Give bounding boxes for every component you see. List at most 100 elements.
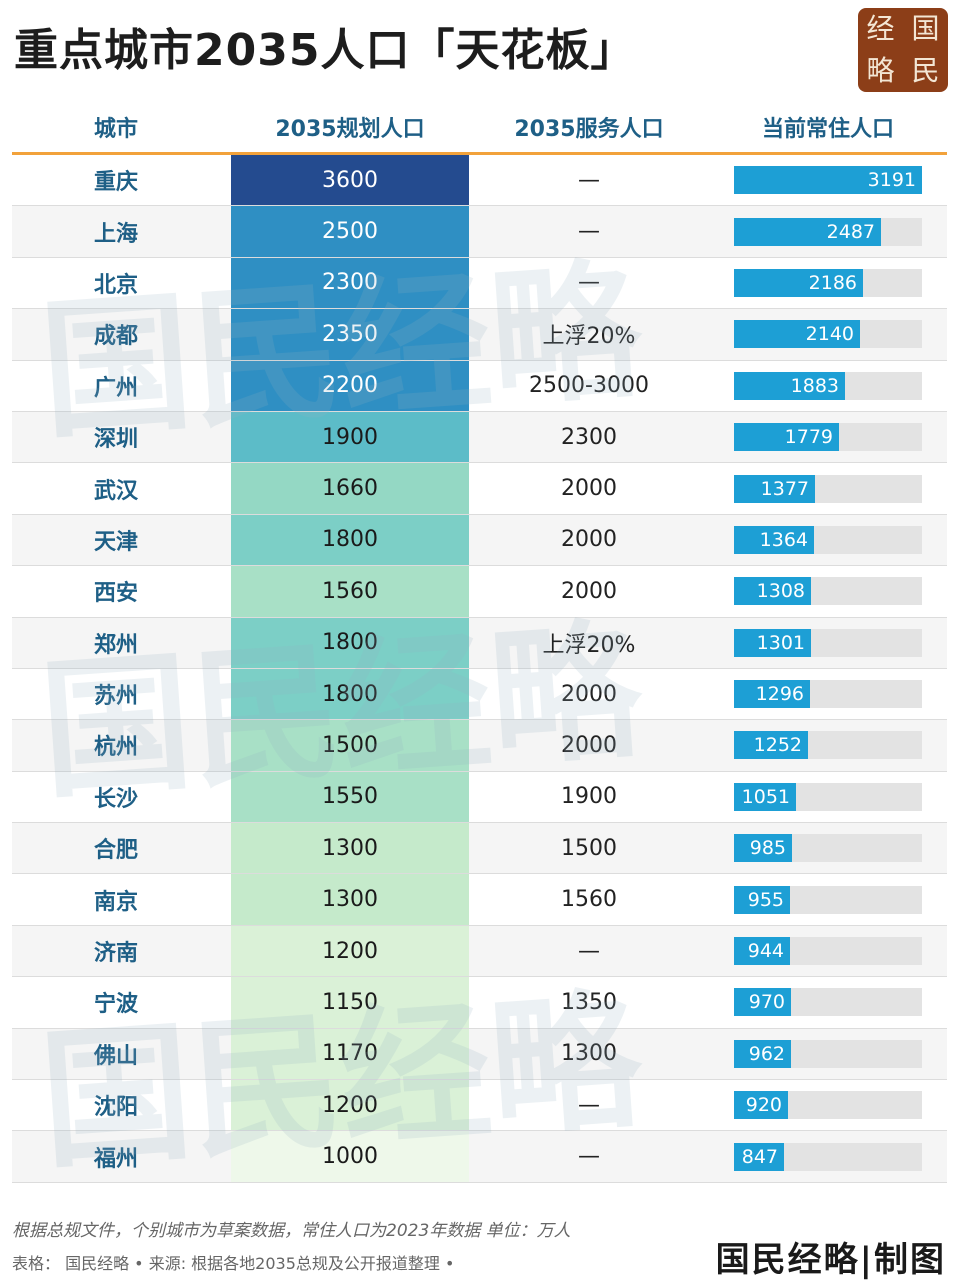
service-population-cell: 1350 xyxy=(561,989,617,1015)
table-row: 广州 2200 2500-3000 1883 xyxy=(12,360,947,412)
current-population-bar xyxy=(734,423,839,452)
current-population-label: 962 xyxy=(748,1042,785,1065)
current-population-bar-track: 2487 xyxy=(734,217,922,246)
city-cell: 重庆 xyxy=(93,170,138,196)
city-cell: 杭州 xyxy=(93,735,138,761)
current-population-bar-track: 1051 xyxy=(734,782,922,811)
current-population-label: 3191 xyxy=(867,169,916,192)
current-population-label: 1296 xyxy=(755,683,804,706)
logo-char: 民 xyxy=(911,54,940,87)
service-population-cell: 1900 xyxy=(561,784,617,810)
current-population-bar-track: 1301 xyxy=(734,628,922,657)
city-cell: 济南 xyxy=(93,941,138,967)
source-line: 表格： 国民经略 • 来源: 根据各地2035总规及公开报道整理 • xyxy=(12,1254,455,1273)
city-cell: 沈阳 xyxy=(93,1095,138,1121)
current-population-bar xyxy=(734,525,814,554)
current-population-bar xyxy=(734,937,790,966)
plan-population-cell: 1800 xyxy=(231,617,469,668)
plan-population-cell: 1000 xyxy=(231,1131,469,1182)
table-row: 长沙 1550 1900 1051 xyxy=(12,771,947,824)
current-population-label: 1051 xyxy=(741,785,790,808)
header-rule xyxy=(12,152,947,155)
plan-population-cell: 1200 xyxy=(231,1080,469,1131)
current-population-bar xyxy=(734,371,845,400)
current-population-bar xyxy=(734,166,922,195)
current-population-bar xyxy=(734,268,863,297)
current-population-label: 1883 xyxy=(790,374,839,397)
service-population-cell: 2000 xyxy=(561,732,617,758)
current-population-bar xyxy=(734,782,796,811)
plan-population-cell: 1200 xyxy=(231,925,469,977)
table-row: 重庆 3600 — 3191 xyxy=(12,155,947,207)
current-population-bar xyxy=(734,577,811,606)
table-row: 合肥 1300 1500 985 xyxy=(12,823,947,875)
plan-population-cell: 1560 xyxy=(231,566,469,617)
current-population-bar xyxy=(734,320,860,349)
current-population-bar xyxy=(734,731,808,760)
current-population-bar xyxy=(734,834,792,863)
plan-population-cell: 1300 xyxy=(231,823,469,874)
current-population-label: 1308 xyxy=(756,580,805,603)
table-row: 沈阳 1200 — 920 xyxy=(12,1080,947,1132)
current-population-bar-track: 920 xyxy=(734,1091,922,1120)
city-cell: 上海 xyxy=(93,221,138,247)
city-cell: 天津 xyxy=(93,529,138,555)
table-row: 佛山 1170 1300 962 xyxy=(12,1028,947,1081)
current-population-bar xyxy=(734,628,811,657)
current-population-bar xyxy=(734,1142,784,1171)
current-population-label: 944 xyxy=(747,940,784,963)
table-row: 深圳 1900 2300 1779 xyxy=(12,411,947,464)
table-row: 济南 1200 — 944 xyxy=(12,925,947,978)
table-header: 城市 2035规划人口 2035服务人口 当前常住人口 xyxy=(12,104,947,150)
current-population-bar xyxy=(734,474,815,503)
plan-population-cell: 1550 xyxy=(231,771,469,823)
header-city: 城市 xyxy=(93,117,138,142)
brand-logo: 经 国 略 民 xyxy=(858,8,948,92)
service-population-cell: — xyxy=(578,219,600,245)
current-population-label: 2140 xyxy=(805,323,854,346)
current-population-label: 2186 xyxy=(808,271,857,294)
current-population-bar-track: 2140 xyxy=(734,320,922,349)
current-population-bar-track: 1779 xyxy=(734,423,922,452)
city-cell: 南京 xyxy=(93,889,138,915)
data-table: 重庆 3600 — 3191 上海 2500 — 2487 北京 2300 — 2186 成都 2350 上… xyxy=(12,155,947,1183)
plan-population-cell: 1500 xyxy=(231,720,469,771)
city-cell: 成都 xyxy=(93,324,138,350)
table-row: 天津 1800 2000 1364 xyxy=(12,514,947,567)
current-population-bar xyxy=(734,885,790,914)
current-population-label: 1377 xyxy=(760,477,809,500)
service-population-cell: — xyxy=(578,1144,600,1170)
current-population-bar xyxy=(734,1091,788,1120)
current-population-bar-track: 1364 xyxy=(734,525,922,554)
city-cell: 佛山 xyxy=(93,1043,138,1069)
service-population-cell: 2000 xyxy=(561,681,617,707)
current-population-bar-track: 944 xyxy=(734,937,922,966)
plan-population-cell: 2500 xyxy=(231,206,469,257)
current-population-bar-track: 2186 xyxy=(734,268,922,297)
plan-population-cell: 2350 xyxy=(231,309,469,360)
current-population-bar xyxy=(734,1039,791,1068)
plan-population-cell: 1660 xyxy=(231,463,469,514)
header-plan: 2035规划人口 xyxy=(275,117,425,142)
current-population-label: 955 xyxy=(747,888,784,911)
table-row: 福州 1000 — 847 xyxy=(12,1131,947,1183)
current-population-label: 1779 xyxy=(784,426,833,449)
table-row: 宁波 1150 1350 970 xyxy=(12,977,947,1029)
service-population-cell: 1500 xyxy=(561,835,617,861)
service-population-cell: 2000 xyxy=(561,527,617,553)
service-population-cell: 1300 xyxy=(561,1041,617,1067)
plan-population-cell: 1170 xyxy=(231,1028,469,1080)
current-population-label: 970 xyxy=(748,991,785,1014)
table-row: 南京 1300 1560 955 xyxy=(12,874,947,926)
current-population-bar-track: 970 xyxy=(734,988,922,1017)
current-population-label: 1364 xyxy=(759,528,808,551)
service-population-cell: — xyxy=(578,270,600,296)
current-population-bar xyxy=(734,217,881,246)
plan-population-cell: 2300 xyxy=(231,257,469,309)
service-population-cell: — xyxy=(578,938,600,964)
city-cell: 郑州 xyxy=(93,632,138,658)
plan-population-cell: 1150 xyxy=(231,977,469,1028)
table-row: 北京 2300 — 2186 xyxy=(12,257,947,310)
logo-char: 经 xyxy=(866,12,895,45)
city-cell: 北京 xyxy=(93,272,138,298)
